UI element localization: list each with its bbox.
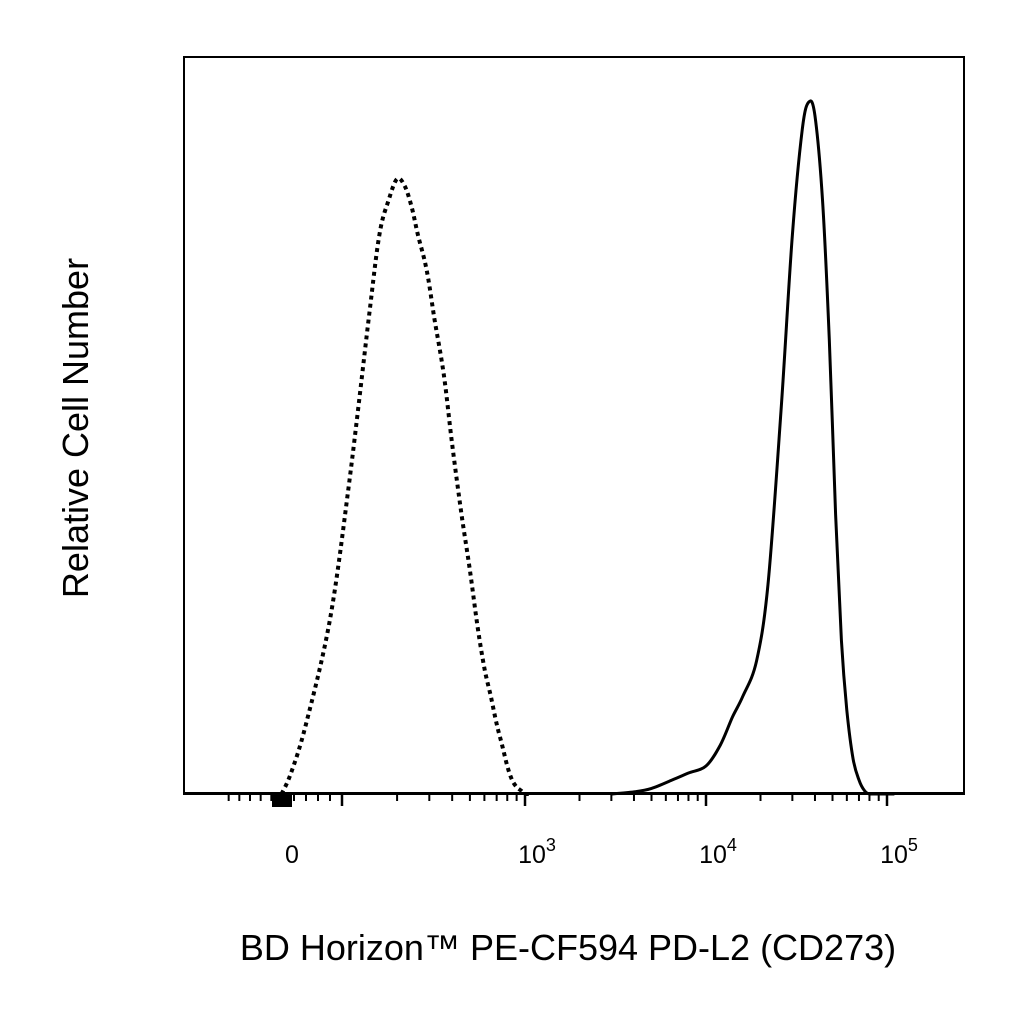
histogram-series <box>184 99 964 796</box>
plot-frame <box>183 56 965 795</box>
x-axis-tick-labels: 0 103 104 105 <box>285 835 918 869</box>
stained-histogram-line <box>611 99 895 796</box>
x-axis-title: BD Horizon™ PE-CF594 PD-L2 (CD273) <box>240 927 896 968</box>
y-axis-title: Relative Cell Number <box>55 258 96 598</box>
x-axis-ticks <box>227 794 889 807</box>
x-zero-tick-block <box>272 794 292 807</box>
x-tick-label: 105 <box>880 835 918 869</box>
x-tick-label: 0 <box>285 841 299 869</box>
x-tick-label: 104 <box>699 835 737 869</box>
x-tick-label: 103 <box>518 835 556 869</box>
control-histogram-line <box>279 176 529 796</box>
